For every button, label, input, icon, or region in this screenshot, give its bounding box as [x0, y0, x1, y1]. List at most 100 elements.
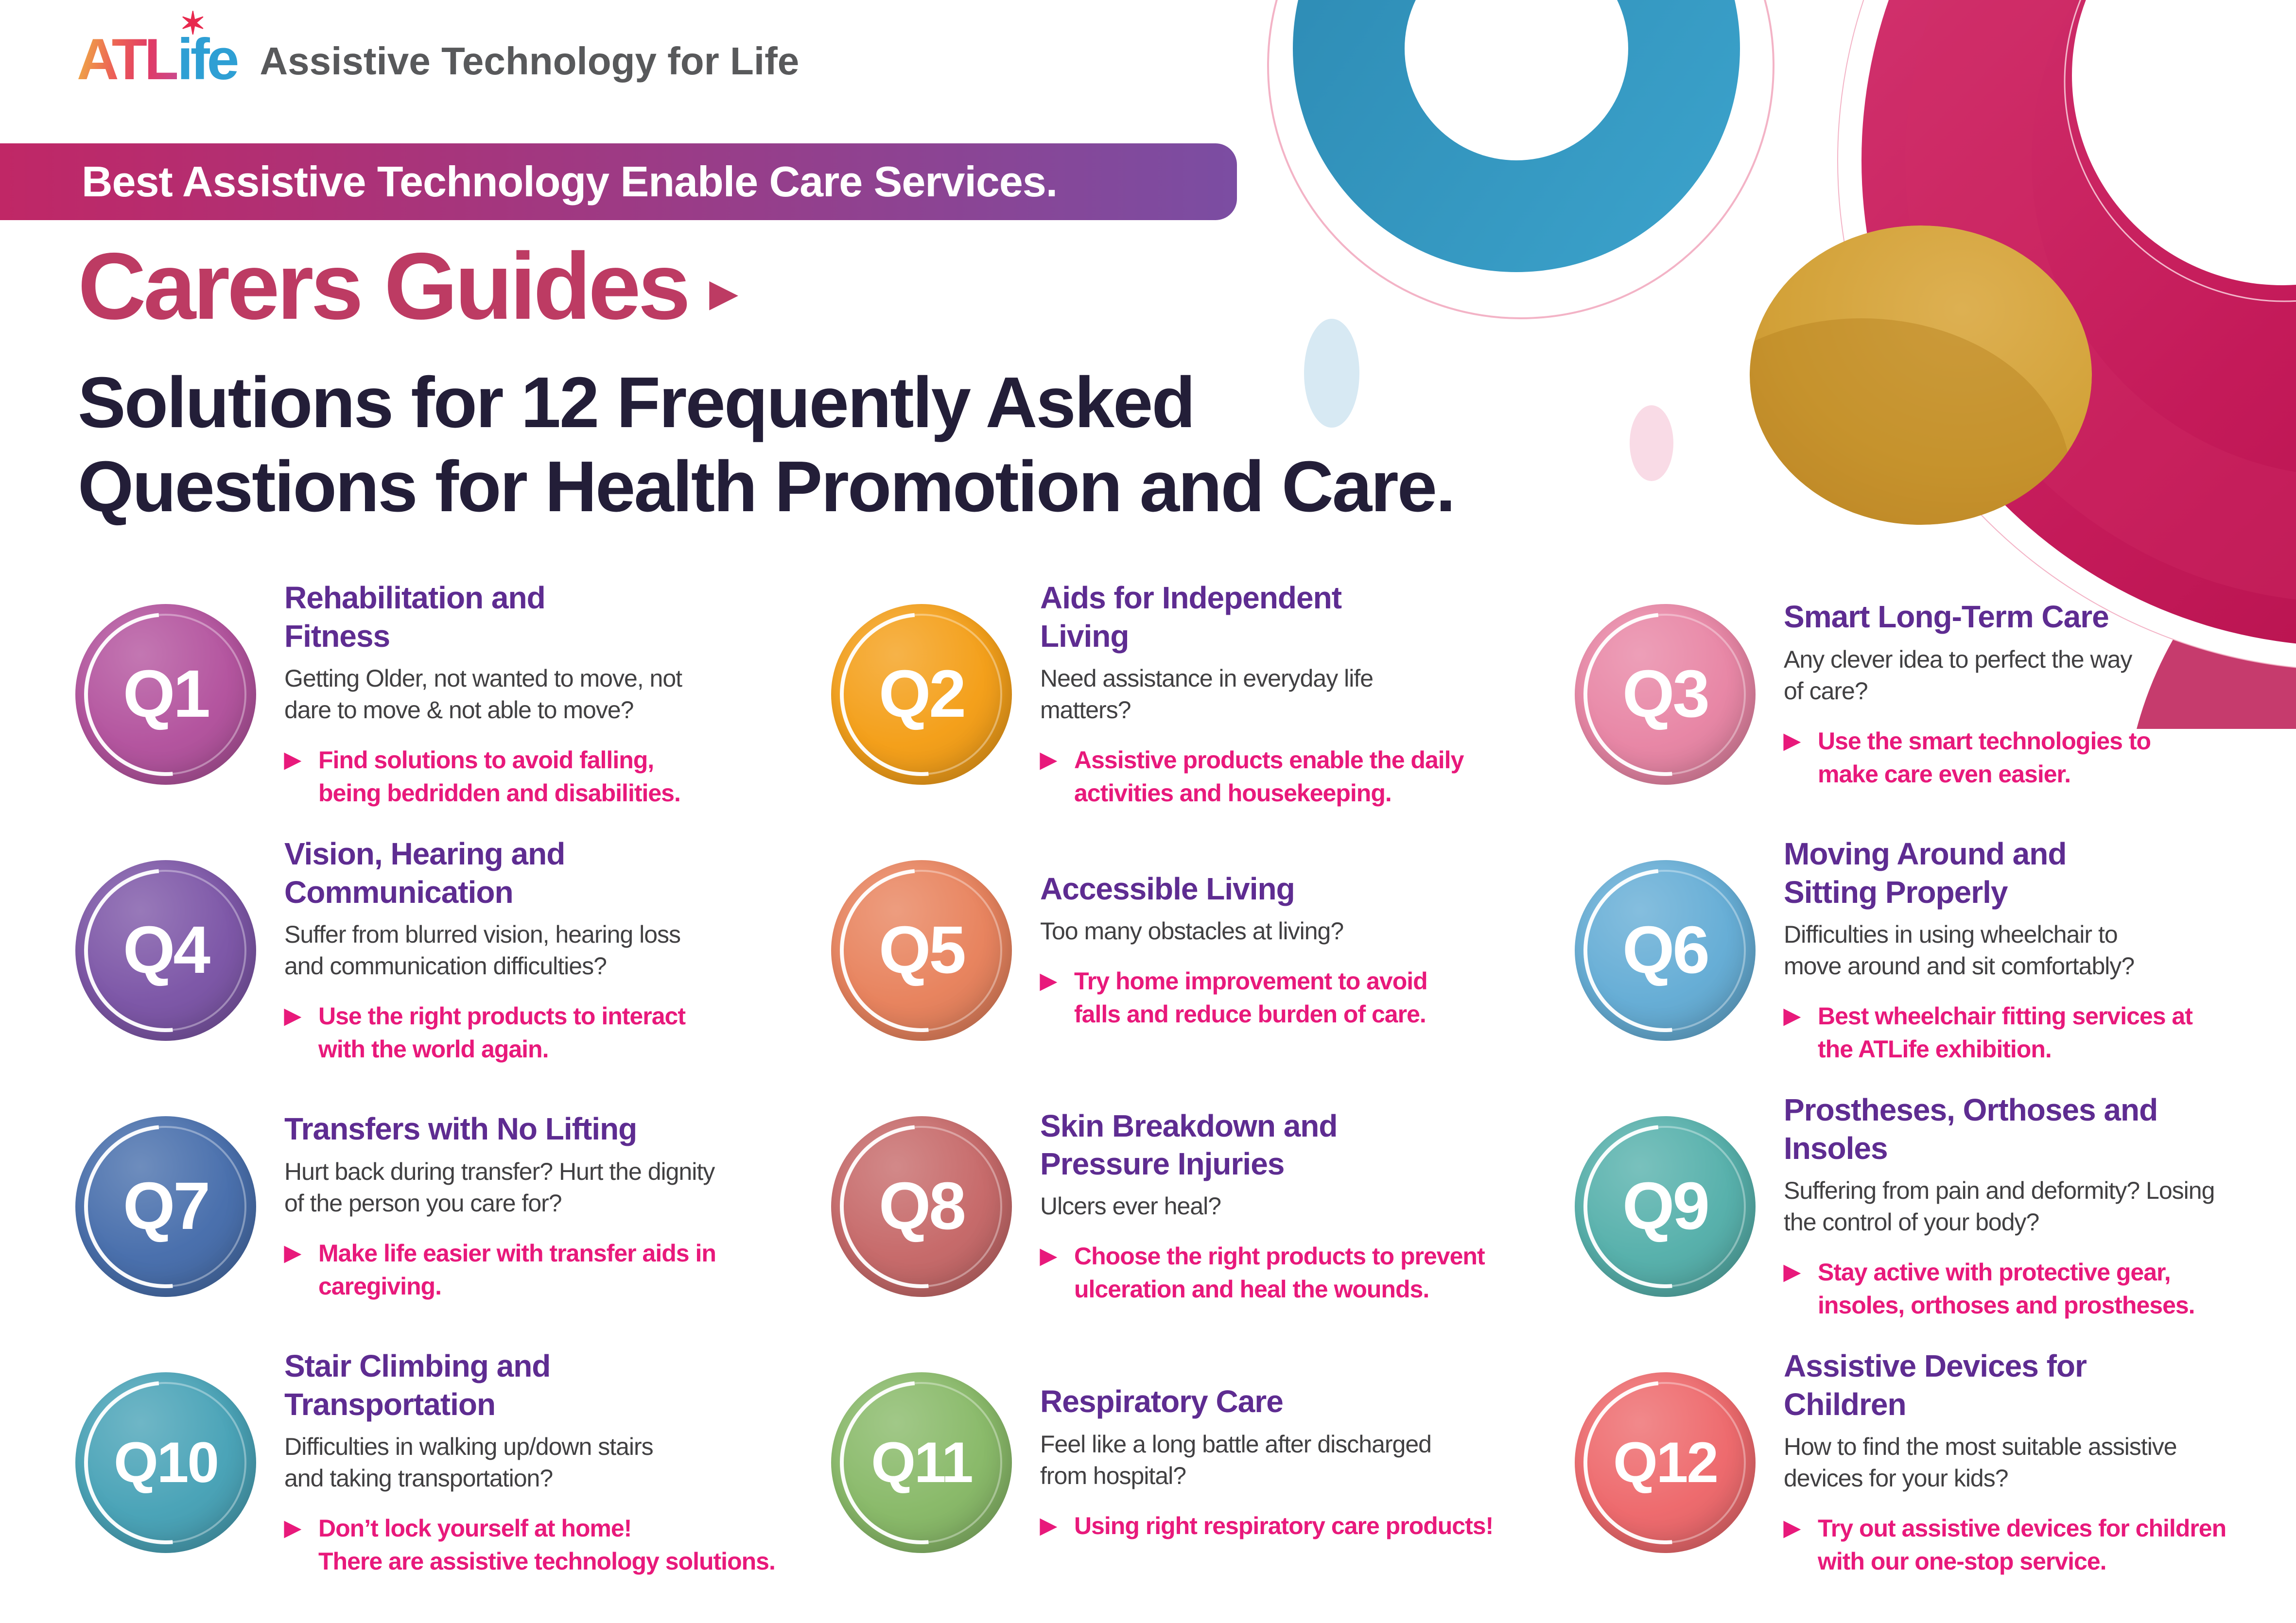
question-body: Suffering from pain and deformity? Losin… [1784, 1176, 2215, 1236]
question-badge-q6: Q6 [1575, 860, 1756, 1041]
arrow-right-icon: ▶ [1784, 728, 1800, 753]
question-solution: ▶ Make life easier with transfer aids in … [284, 1237, 831, 1303]
question-texts: Aids for Independent Living Need assista… [1040, 579, 1575, 809]
page-heading: Carers Guides ▶ [78, 239, 738, 334]
question-card-q8: Q8 Skin Breakdown and Pressure Injuries … [831, 1078, 1575, 1334]
question-body: Feel like a long battle after discharged… [1040, 1430, 1432, 1489]
question-badge-q9: Q9 [1575, 1116, 1756, 1297]
question-body: Getting Older, not wanted to move, not d… [284, 664, 682, 724]
question-card-q10: Q10 Stair Climbing and Transportation Di… [75, 1334, 831, 1590]
question-number: Q3 [1622, 656, 1710, 731]
logo-ife-text: ife [177, 27, 239, 92]
question-solution: ▶ Use the right products to interact with… [284, 1000, 831, 1066]
question-body: Difficulties in using wheelchair to move… [1784, 920, 2135, 980]
magenta-band [1905, 0, 2296, 600]
arrow-right-icon: ▶ [1040, 969, 1057, 993]
question-title: Rehabilitation and Fitness [284, 580, 546, 654]
question-card-q7: Q7 Transfers with No Lifting Hurt back d… [75, 1078, 831, 1334]
question-title: Respiratory Care [1040, 1384, 1284, 1419]
logo-atl-text: ATL [77, 27, 180, 92]
question-texts: Vision, Hearing and Communication Suffer… [284, 835, 831, 1065]
question-solution: ▶ Assistive products enable the daily act… [1040, 743, 1575, 810]
question-title: Vision, Hearing and Communication [284, 836, 565, 910]
question-title: Prostheses, Orthoses and Insoles [1784, 1092, 2158, 1166]
question-card-q9: Q9 Prostheses, Orthoses and Insoles Suff… [1575, 1078, 2294, 1334]
question-body: Ulcers ever heal? [1040, 1192, 1221, 1220]
heading-arrow-icon: ▶ [709, 271, 739, 314]
solution-text: Try out assistive devices for children w… [1818, 1514, 2226, 1575]
question-texts: Transfers with No Lifting Hurt back duri… [284, 1110, 831, 1302]
question-number: Q2 [878, 656, 966, 731]
question-badge-q12: Q12 [1575, 1372, 1756, 1553]
question-card-q11: Q11 Respiratory Care Feel like a long ba… [831, 1334, 1575, 1590]
solution-text: Use the right products to interact with … [318, 1002, 686, 1063]
question-body: Suffer from blurred vision, hearing loss… [284, 920, 681, 980]
atlife-logo: ATLife ✶ [77, 8, 239, 88]
question-texts: Accessible Living Too many obstacles at … [1040, 870, 1575, 1031]
question-title: Accessible Living [1040, 871, 1295, 906]
logo-star-icon: ✶ [180, 6, 206, 41]
question-body: How to find the most suitable assistive … [1784, 1433, 2177, 1492]
question-number: Q12 [1613, 1430, 1719, 1495]
solution-text: Using right respiratory care products! [1074, 1512, 1494, 1539]
banner: Best Assistive Technology Enable Care Se… [0, 143, 1237, 220]
question-card-q4: Q4 Vision, Hearing and Communication Suf… [75, 822, 831, 1078]
decorative-shapes [1267, 0, 2296, 729]
question-texts: Moving Around and Sitting Properly Diffi… [1784, 835, 2294, 1065]
brand-name: Assistive Technology for Life [260, 39, 800, 83]
question-card-q12: Q12 Assistive Devices for Children How t… [1575, 1334, 2294, 1590]
pink-outline-circle-blue [1267, 0, 1774, 319]
question-badge-q4: Q4 [75, 860, 256, 1041]
question-badge-q5: Q5 [831, 860, 1012, 1041]
question-card-q6: Q6 Moving Around and Sitting Properly Di… [1575, 822, 2294, 1078]
question-grid: Q1 Rehabilitation and Fitness Getting Ol… [75, 566, 2294, 1590]
question-solution: ▶ Stay active with protective gear, insol… [1784, 1256, 2294, 1322]
question-card-q5: Q5 Accessible Living Too many obstacles … [831, 822, 1575, 1078]
arrow-right-icon: ▶ [1040, 1244, 1057, 1268]
question-badge-q10: Q10 [75, 1372, 256, 1553]
question-number: Q11 [871, 1430, 974, 1495]
question-badge-q2: Q2 [831, 604, 1012, 785]
question-number: Q10 [113, 1430, 219, 1495]
question-title: Stair Climbing and Transportation [284, 1348, 551, 1422]
solution-text: Don’t lock yourself at home! There are a… [318, 1514, 776, 1575]
arrow-right-icon: ▶ [284, 1516, 301, 1540]
question-title: Moving Around and Sitting Properly [1784, 836, 2067, 910]
question-solution: ▶ Choose the right products to prevent ul… [1040, 1240, 1575, 1306]
light-pink-dot [1630, 405, 1673, 481]
light-blue-dot [1304, 319, 1359, 428]
gold-circle [1750, 225, 2092, 525]
question-badge-q8: Q8 [831, 1116, 1012, 1297]
blue-donut [1293, 0, 1740, 272]
question-title: Aids for Independent Living [1040, 580, 1342, 654]
question-number: Q9 [1622, 1169, 1710, 1243]
hole-outline [2064, 0, 2296, 302]
question-texts: Skin Breakdown and Pressure Injuries Ulc… [1040, 1107, 1575, 1306]
question-texts: Stair Climbing and Transportation Diffic… [284, 1347, 831, 1577]
question-body: Too many obstacles at living? [1040, 917, 1344, 945]
solution-text: Choose the right products to prevent ulc… [1074, 1243, 1485, 1303]
question-number: Q1 [122, 656, 210, 731]
question-title: Assistive Devices for Children [1784, 1348, 2087, 1422]
solution-text: Try home improvement to avoid falls and … [1074, 967, 1428, 1028]
question-body: Hurt back during transfer? Hurt the dign… [284, 1157, 715, 1217]
question-texts: Rehabilitation and Fitness Getting Older… [284, 579, 831, 809]
question-texts: Smart Long-Term Care Any clever idea to … [1784, 598, 2294, 790]
magenta-donut-hole [2072, 0, 2296, 285]
question-title: Smart Long-Term Care [1784, 599, 2109, 635]
question-body: Need assistance in everyday life matters… [1040, 664, 1374, 724]
solution-text: Best wheelchair fitting services at the … [1818, 1002, 2193, 1063]
page-title: Carers Guides [78, 233, 691, 339]
question-badge-q3: Q3 [1575, 604, 1756, 785]
question-title: Transfers with No Lifting [284, 1111, 637, 1147]
question-number: Q6 [1622, 913, 1710, 987]
solution-text: Make life easier with transfer aids in c… [318, 1239, 716, 1300]
question-body: Any clever idea to perfect the way of ca… [1784, 645, 2132, 705]
question-badge-q11: Q11 [831, 1372, 1012, 1553]
question-solution: ▶ Try out assistive devices for children … [1784, 1512, 2294, 1578]
question-number: Q5 [878, 913, 966, 987]
arrow-right-icon: ▶ [284, 747, 301, 772]
question-texts: Assistive Devices for Children How to fi… [1784, 1347, 2294, 1577]
question-title: Skin Breakdown and Pressure Injuries [1040, 1108, 1338, 1181]
arrow-right-icon: ▶ [1784, 1260, 1800, 1284]
